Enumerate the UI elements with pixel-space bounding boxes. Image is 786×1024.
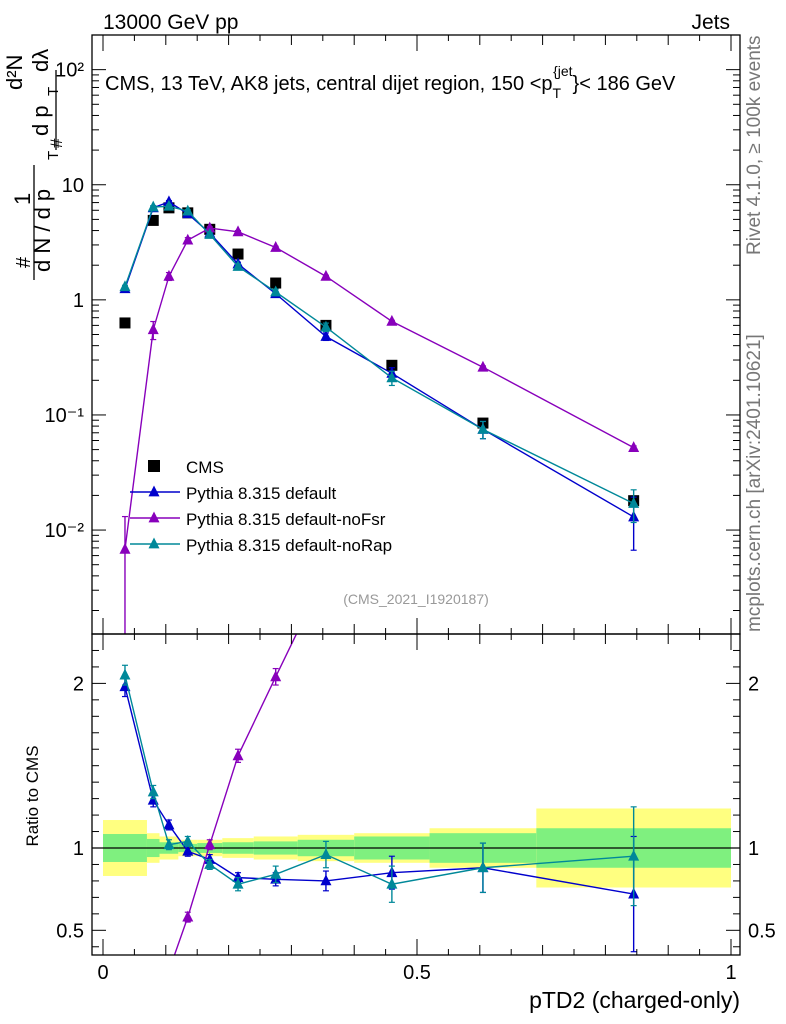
main-y-tick-label: 10²: [55, 60, 84, 82]
series-marker-ratio: [477, 502, 488, 513]
series-marker-main: [163, 269, 175, 281]
series-line-ratio: [173, 634, 298, 955]
main-axes: 10⁻² 10⁻¹ 1 10 10² CMS, 13 TeV, AK8 jets, cen…: [2, 34, 741, 635]
ratio-y-tick-label: 0.5: [56, 920, 84, 942]
series-marker-main: [204, 221, 216, 233]
series-marker-ratio: [163, 818, 175, 830]
legend-marker: [148, 511, 160, 523]
rivet-label: Rivet 4.1.0, ≥ 100k events: [744, 35, 765, 255]
series-marker-ratio: [148, 988, 159, 999]
main-y-tick-label: 1: [73, 290, 84, 312]
series-marker-main: [477, 422, 489, 434]
series-marker-main: [628, 497, 640, 508]
main-y-tick-label: 10⁻²: [45, 520, 85, 542]
main-y-label-part: T: [45, 87, 62, 96]
legend-marker: [148, 537, 160, 549]
analysis-id: (CMS_2021_I1920187): [343, 591, 489, 607]
series-marker-main: [232, 259, 244, 271]
series-marker-ratio: [182, 910, 194, 922]
ratio-y-tick-label-right: 2: [748, 673, 759, 695]
header-right: Jets: [691, 11, 730, 34]
main-plot-area: [119, 195, 640, 634]
legend-marker: [148, 485, 160, 497]
cms-data-point: [270, 277, 282, 289]
legend-label: Pythia 8.315 default-noFsr: [186, 510, 386, 529]
series-marker-main: [320, 269, 332, 281]
series-marker-main: [386, 314, 398, 326]
legend-label: Pythia 8.315 default: [186, 484, 337, 503]
series-marker-main: [270, 285, 282, 297]
series-marker-main: [320, 320, 332, 332]
plot-title: CMS, 13 TeV, AK8 jets, central dijet reg…: [105, 63, 676, 101]
series-marker-main: [628, 441, 640, 453]
series-marker-ratio: [477, 861, 489, 873]
legend-label-cms: CMS: [186, 458, 224, 477]
ratio-y-tick-label: 2: [73, 673, 84, 695]
series-marker-ratio: [119, 1004, 130, 1015]
ratio-plot-area: [92, 502, 740, 1015]
series-marker-main: [163, 199, 175, 211]
cms-data-point: [232, 248, 244, 260]
series-marker-ratio: [386, 611, 397, 622]
main-y-label-part: d²N: [2, 55, 27, 90]
series-marker-ratio: [163, 964, 174, 975]
series-marker-main: [182, 233, 194, 245]
series-marker-ratio: [204, 838, 216, 850]
series-marker-ratio: [270, 670, 282, 682]
series-marker-ratio: [232, 871, 244, 883]
main-y-tick-label: 10⁻¹: [45, 405, 85, 427]
series-marker-ratio: [320, 848, 332, 859]
cms-data-point: [386, 359, 398, 371]
series-marker-ratio: [232, 749, 244, 761]
main-y-label-part: T: [45, 151, 62, 160]
x-tick-label: 0.5: [403, 962, 431, 984]
series-marker-ratio: [182, 844, 194, 856]
ratio-y-tick-label-right: 1: [748, 838, 759, 860]
ratio-y-label: Ratio to CMS: [23, 745, 42, 846]
series-marker-ratio: [628, 849, 640, 861]
cms-data-point: [147, 214, 159, 226]
x-tick-label: 1: [725, 962, 736, 984]
series-marker-main: [204, 227, 216, 239]
x-axis-label: pTD2 (charged-only): [529, 987, 740, 1013]
series-marker-ratio: [320, 874, 332, 886]
main-y-tick-label: 10: [62, 175, 84, 197]
header-left: 13000 GeV pp: [103, 11, 238, 34]
series-marker-main: [119, 542, 131, 554]
series-marker-ratio: [232, 877, 244, 889]
main-y-label-part: dλ: [28, 49, 53, 72]
legend-marker-cms: [148, 460, 160, 472]
x-tick-label: 0: [97, 962, 108, 984]
series-marker-ratio: [270, 867, 282, 879]
series-marker-main: [182, 204, 194, 216]
series-marker-ratio: [119, 668, 131, 680]
main-y-label-part: 1: [10, 193, 35, 205]
series-marker-main: [320, 330, 332, 341]
ratio-axes: 0.5 0.5 1 1 2 2 0 0.5 1: [56, 502, 776, 1015]
legend-label: Pythia 8.315 default-noRap: [186, 536, 392, 555]
series-marker-ratio: [320, 567, 331, 578]
main-y-label-part: d p: [28, 105, 53, 136]
series-marker-main: [147, 200, 159, 212]
series-marker-main: [147, 323, 159, 335]
cms-data-point: [119, 317, 131, 329]
series-marker-ratio: [147, 785, 159, 797]
series-marker-main: [270, 241, 282, 252]
series-marker-main: [477, 360, 489, 372]
ratio-frame: [91, 633, 741, 956]
series-marker-ratio: [204, 857, 216, 869]
series-marker-ratio: [182, 834, 194, 846]
mcplots-label: mcplots.cern.ch [arXiv:2401.10621]: [744, 334, 765, 632]
ratio-y-tick-label-right: 0.5: [748, 920, 776, 942]
series-marker-ratio: [163, 838, 175, 850]
ratio-y-tick-label: 1: [73, 838, 84, 860]
series-marker-ratio: [386, 877, 398, 889]
main-y-label-part: #: [13, 256, 35, 268]
series-marker-main: [119, 280, 131, 292]
series-marker-main: [386, 371, 398, 383]
series-marker-main: [232, 225, 244, 237]
